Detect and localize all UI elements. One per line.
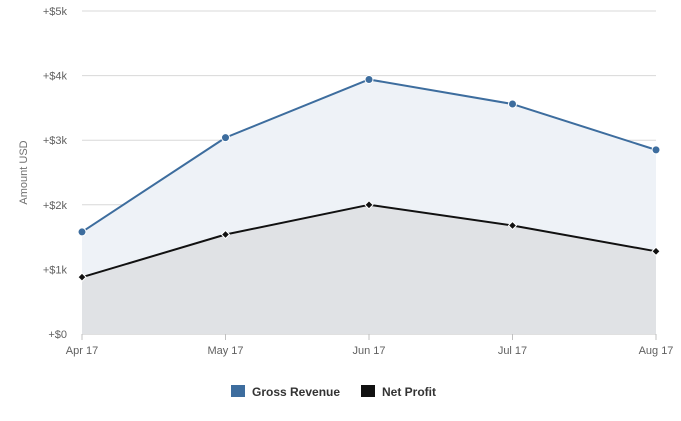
x-tick-label: Jun 17 bbox=[352, 345, 385, 357]
data-point-gross-revenue[interactable] bbox=[77, 227, 87, 237]
x-tick-label: May 17 bbox=[207, 345, 243, 357]
data-point-net-profit[interactable] bbox=[220, 229, 231, 240]
y-tick-label: +$5k bbox=[43, 6, 68, 18]
y-axis-title: Amount USD bbox=[18, 140, 30, 204]
legend-swatch bbox=[361, 385, 375, 397]
y-tick-label: +$4k bbox=[43, 71, 68, 83]
y-tick-label: +$2k bbox=[43, 200, 68, 212]
x-tick-label: Jul 17 bbox=[498, 345, 527, 357]
y-tick-label: +$1k bbox=[43, 264, 68, 276]
data-point-gross-revenue[interactable] bbox=[651, 145, 661, 155]
legend: Gross Revenue Net Profit bbox=[231, 385, 436, 399]
data-point-gross-revenue[interactable] bbox=[364, 74, 374, 84]
x-tick-label: Apr 17 bbox=[66, 345, 98, 357]
data-point-net-profit[interactable] bbox=[507, 220, 518, 231]
y-tick-label: +$0 bbox=[48, 329, 67, 341]
data-point-net-profit[interactable] bbox=[364, 200, 374, 210]
legend-item-gross-revenue[interactable]: Gross Revenue bbox=[231, 385, 340, 399]
x-tick-label: Aug 17 bbox=[639, 345, 674, 357]
data-point-net-profit[interactable] bbox=[77, 272, 87, 282]
legend-label: Gross Revenue bbox=[252, 385, 340, 399]
legend-swatch bbox=[231, 385, 245, 397]
data-point-gross-revenue[interactable] bbox=[508, 99, 517, 109]
y-tick-label: +$3k bbox=[43, 135, 68, 147]
legend-item-net-profit[interactable]: Net Profit bbox=[361, 385, 436, 399]
data-point-net-profit[interactable] bbox=[651, 246, 661, 257]
data-point-gross-revenue[interactable] bbox=[221, 133, 230, 143]
axes: Amount USD +$0 +$1k +$2k +$3k +$4k +$5k Apr 17… bbox=[18, 6, 673, 357]
legend-label: Net Profit bbox=[382, 385, 436, 399]
series-markers bbox=[77, 74, 661, 282]
